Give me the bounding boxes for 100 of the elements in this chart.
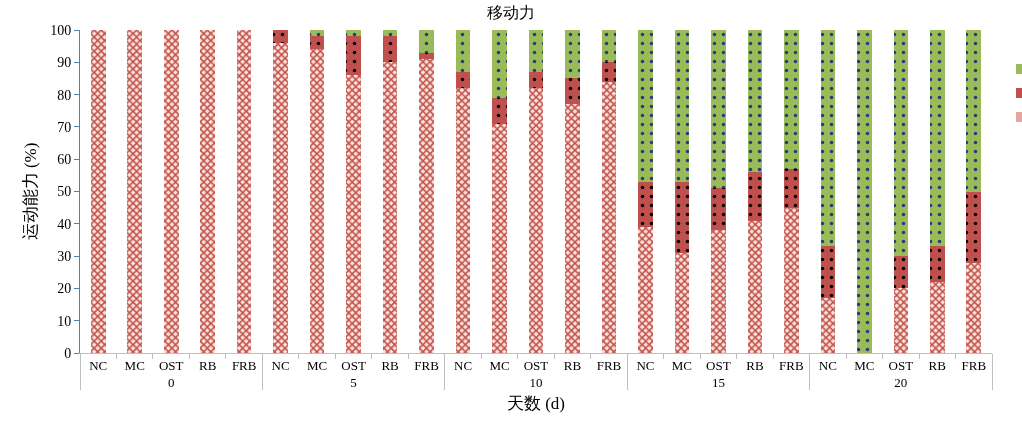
text: 5 (350, 374, 357, 390)
x-tick-label: OST (706, 357, 731, 373)
x-tick-label: MC (489, 357, 510, 373)
bar (236, 30, 252, 353)
bar (601, 81, 617, 353)
y-tick-label: 80 (57, 87, 72, 103)
x-tick-label: FRB (779, 357, 804, 373)
text: 15 (711, 374, 725, 390)
x-tick-label: NC (636, 357, 655, 373)
bar (638, 181, 653, 228)
x-tick-label: NC (818, 357, 837, 373)
bar (565, 30, 580, 79)
bar (966, 262, 982, 353)
y-tick-label: 60 (57, 152, 72, 168)
x-tick-label: FRB (961, 357, 987, 373)
bar (638, 227, 653, 353)
bar (127, 30, 143, 353)
text: 20 (894, 374, 908, 390)
x-tick-label: OST (523, 357, 549, 373)
bar (528, 88, 544, 353)
bar (820, 30, 836, 247)
x-tick-label: RB (381, 357, 400, 373)
bar (382, 36, 398, 63)
bar (528, 71, 544, 89)
bar (893, 256, 909, 289)
bar (346, 75, 361, 353)
bar (309, 49, 325, 353)
y-tick-label: 50 (57, 184, 72, 200)
bar (601, 62, 617, 82)
y-tick-label: 90 (57, 55, 72, 71)
y-axis-title: 运动能力 (%) (21, 142, 40, 241)
x-tick-label: OST (341, 357, 366, 373)
bar (419, 30, 434, 53)
x-tick-label: MC (307, 357, 328, 373)
bar (674, 30, 690, 182)
bar (929, 246, 945, 282)
bar (638, 30, 653, 182)
bar (711, 30, 726, 189)
bar (674, 252, 690, 353)
x-tick-label: NC (454, 357, 473, 373)
bar (565, 78, 580, 105)
y-tick-label: 10 (57, 313, 72, 329)
bar (90, 30, 106, 353)
bar (273, 30, 288, 43)
y-tick-label: 70 (57, 119, 72, 135)
bar (455, 88, 471, 353)
bar (784, 30, 799, 169)
y-tick-label: 20 (57, 281, 72, 297)
bar (455, 71, 471, 89)
bar (273, 42, 288, 353)
bar (200, 30, 215, 353)
x-tick-label: FRB (414, 357, 440, 373)
x-tick-label: FRB (596, 357, 622, 373)
bar (747, 220, 763, 353)
bar (893, 30, 909, 257)
bar (857, 30, 872, 353)
bar (711, 188, 726, 231)
bar (747, 172, 763, 221)
bar (784, 207, 799, 353)
bar (419, 52, 434, 60)
y-tick-label: 30 (57, 249, 72, 264)
bar (674, 181, 690, 253)
x-tick-label: FRB (231, 357, 257, 373)
y-tick-label: 0 (64, 345, 72, 361)
bar (966, 191, 982, 263)
x-tick-label: MC (671, 357, 693, 373)
bar (346, 36, 361, 76)
x-tick-label: RB (563, 357, 582, 373)
bar (346, 30, 361, 37)
chart-title: 移动力 (487, 3, 535, 21)
text: 0 (167, 374, 175, 390)
x-tick-label: OST (888, 357, 914, 373)
bar (601, 30, 617, 63)
x-tick-label: MC (854, 357, 875, 373)
x-tick-label: NC (271, 357, 290, 373)
x-tick-label: RB (928, 357, 947, 373)
bar (929, 30, 945, 247)
bar (163, 30, 179, 353)
bar (565, 104, 580, 353)
bar (747, 30, 763, 173)
x-axis-title: 天数 (d) (506, 394, 566, 413)
x-tick-label: RB (746, 357, 764, 373)
bar (820, 298, 836, 353)
bar (492, 30, 507, 98)
bar (382, 62, 398, 353)
bar (492, 123, 507, 353)
x-tick-label: OST (158, 357, 184, 373)
x-tick-label: MC (124, 357, 145, 373)
bar (966, 30, 982, 192)
bar (455, 30, 471, 72)
bar (309, 36, 325, 50)
bar (784, 168, 799, 208)
bar (419, 59, 434, 353)
text: 10 (529, 374, 543, 390)
bar (893, 288, 909, 353)
y-tick-label: 100 (50, 22, 72, 38)
x-tick-label: RB (199, 357, 217, 373)
bar (929, 281, 945, 353)
bar (492, 97, 507, 124)
x-tick-label: NC (89, 357, 108, 373)
